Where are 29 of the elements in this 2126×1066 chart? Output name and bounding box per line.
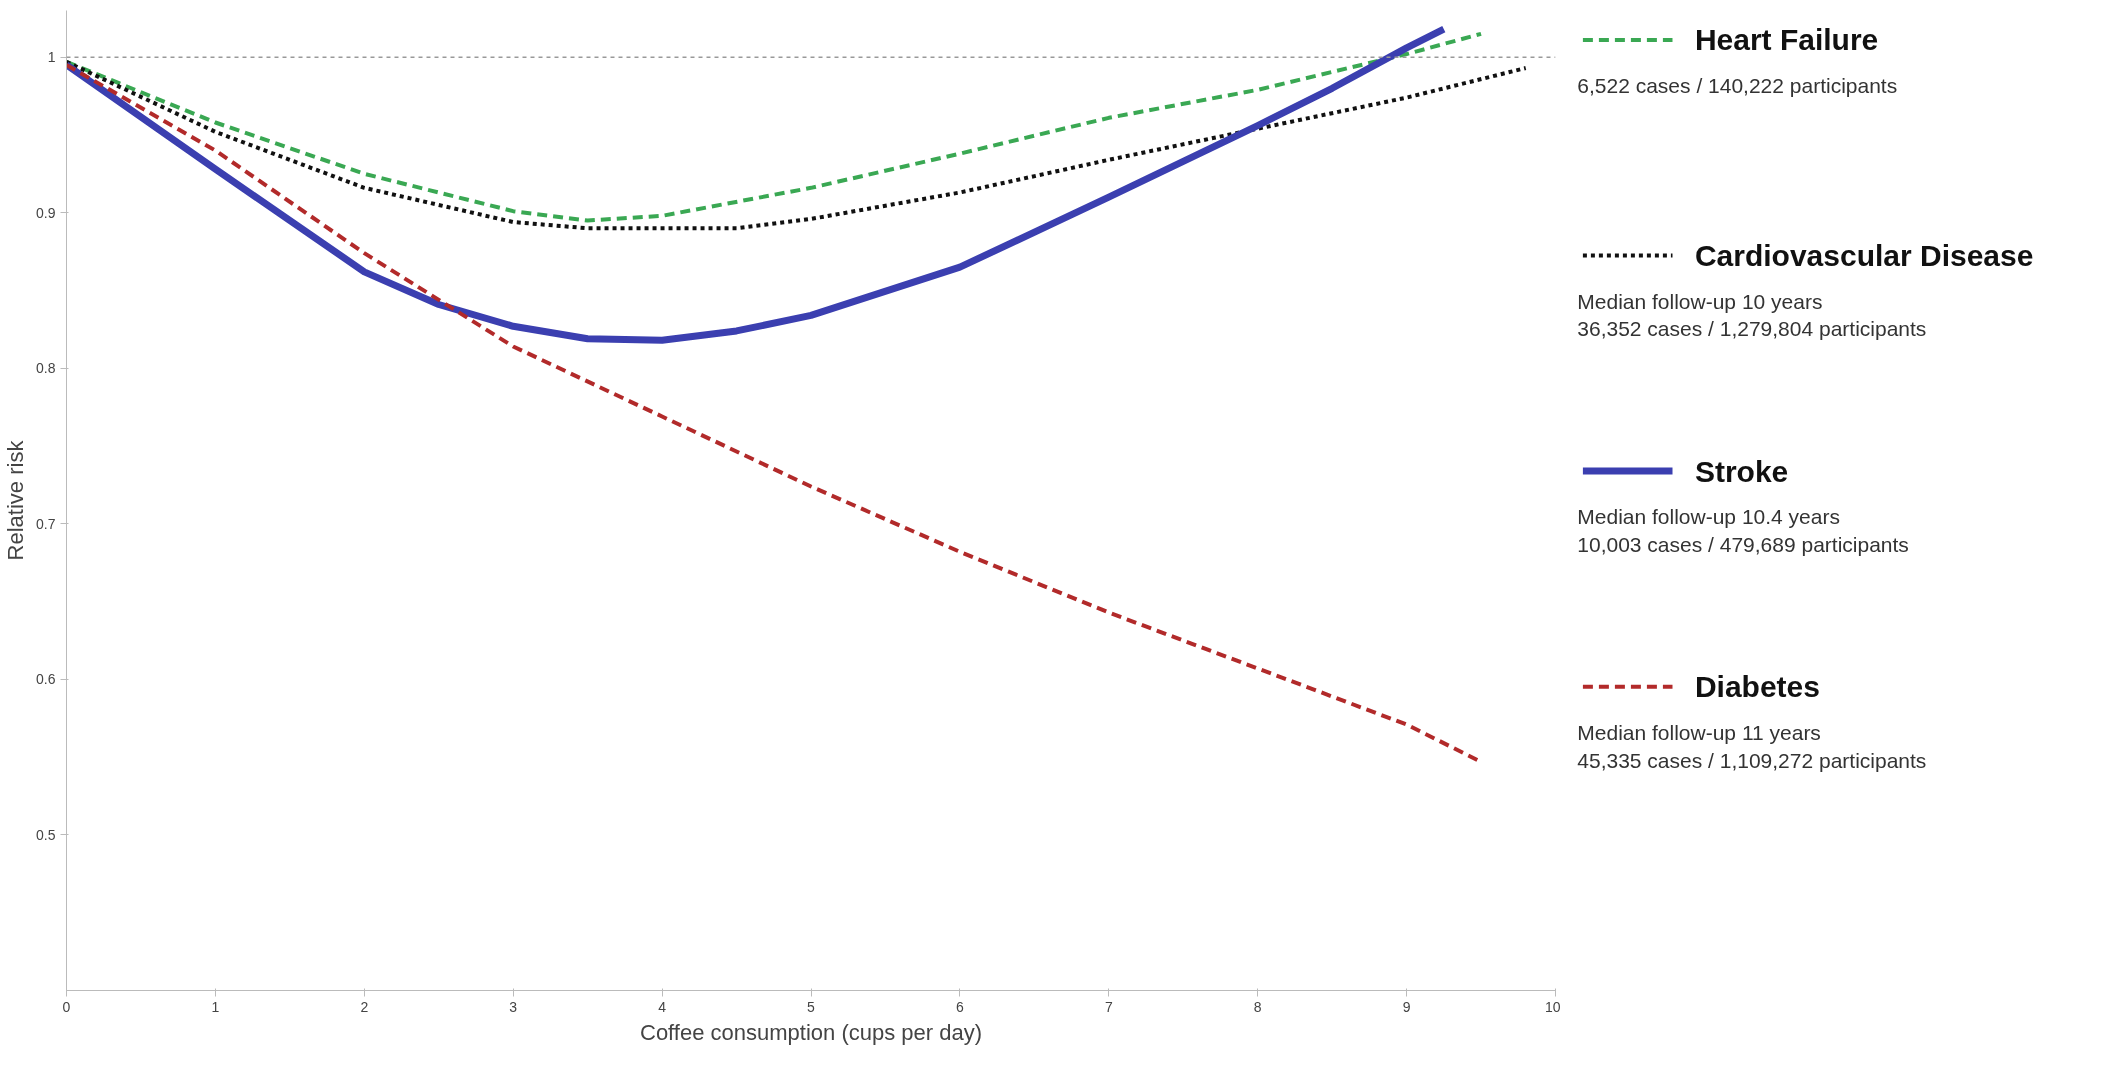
- x-tick-label: 4: [658, 998, 667, 1015]
- legend-label: Stroke: [1694, 454, 1789, 488]
- y-tick-label: 1: [47, 49, 56, 66]
- x-tick-label: 7: [1104, 998, 1113, 1015]
- line-series: [66, 31, 1484, 223]
- y-tick-label: 0.6: [36, 671, 56, 688]
- x-tick-label: 10: [1544, 998, 1561, 1015]
- x-tick-label: 1: [211, 998, 220, 1015]
- text: Median follow-up 11 years 45,335 cases / 1,109,272 participants: [1577, 721, 1927, 772]
- legend-label: Diabetes: [1694, 670, 1820, 704]
- x-tick-label: 8: [1253, 998, 1262, 1015]
- x-tick-label: 9: [1402, 998, 1411, 1015]
- y-axis-title: Relative risk: [3, 439, 29, 561]
- text: 6,522 cases / 140,222 participants: [1577, 74, 1898, 98]
- y-tick-label: 0.7: [36, 515, 56, 532]
- line-series: [66, 59, 1528, 231]
- x-tick-label: 2: [360, 998, 369, 1015]
- x-tick-label: 3: [509, 998, 518, 1015]
- x-tick-label: 0: [62, 998, 71, 1015]
- y-tick-label: 0.5: [36, 826, 56, 843]
- legend-label: Heart Failure: [1694, 23, 1879, 57]
- x-axis-title: Coffee consumption (cups per day): [640, 1019, 982, 1045]
- text: Median follow-up 10.4 years 10,003 cases / 479,689 participants: [1577, 505, 1909, 556]
- legend-label: Cardiovascular Disease: [1694, 239, 2034, 272]
- x-tick-label: 6: [956, 998, 965, 1015]
- y-tick-label: 0.8: [36, 360, 56, 377]
- x-tick-label: 5: [807, 998, 816, 1015]
- text: Median follow-up 10 years 36,352 cases / 1,279,804 participants: [1577, 289, 1927, 341]
- y-tick-label: 0.9: [36, 204, 56, 221]
